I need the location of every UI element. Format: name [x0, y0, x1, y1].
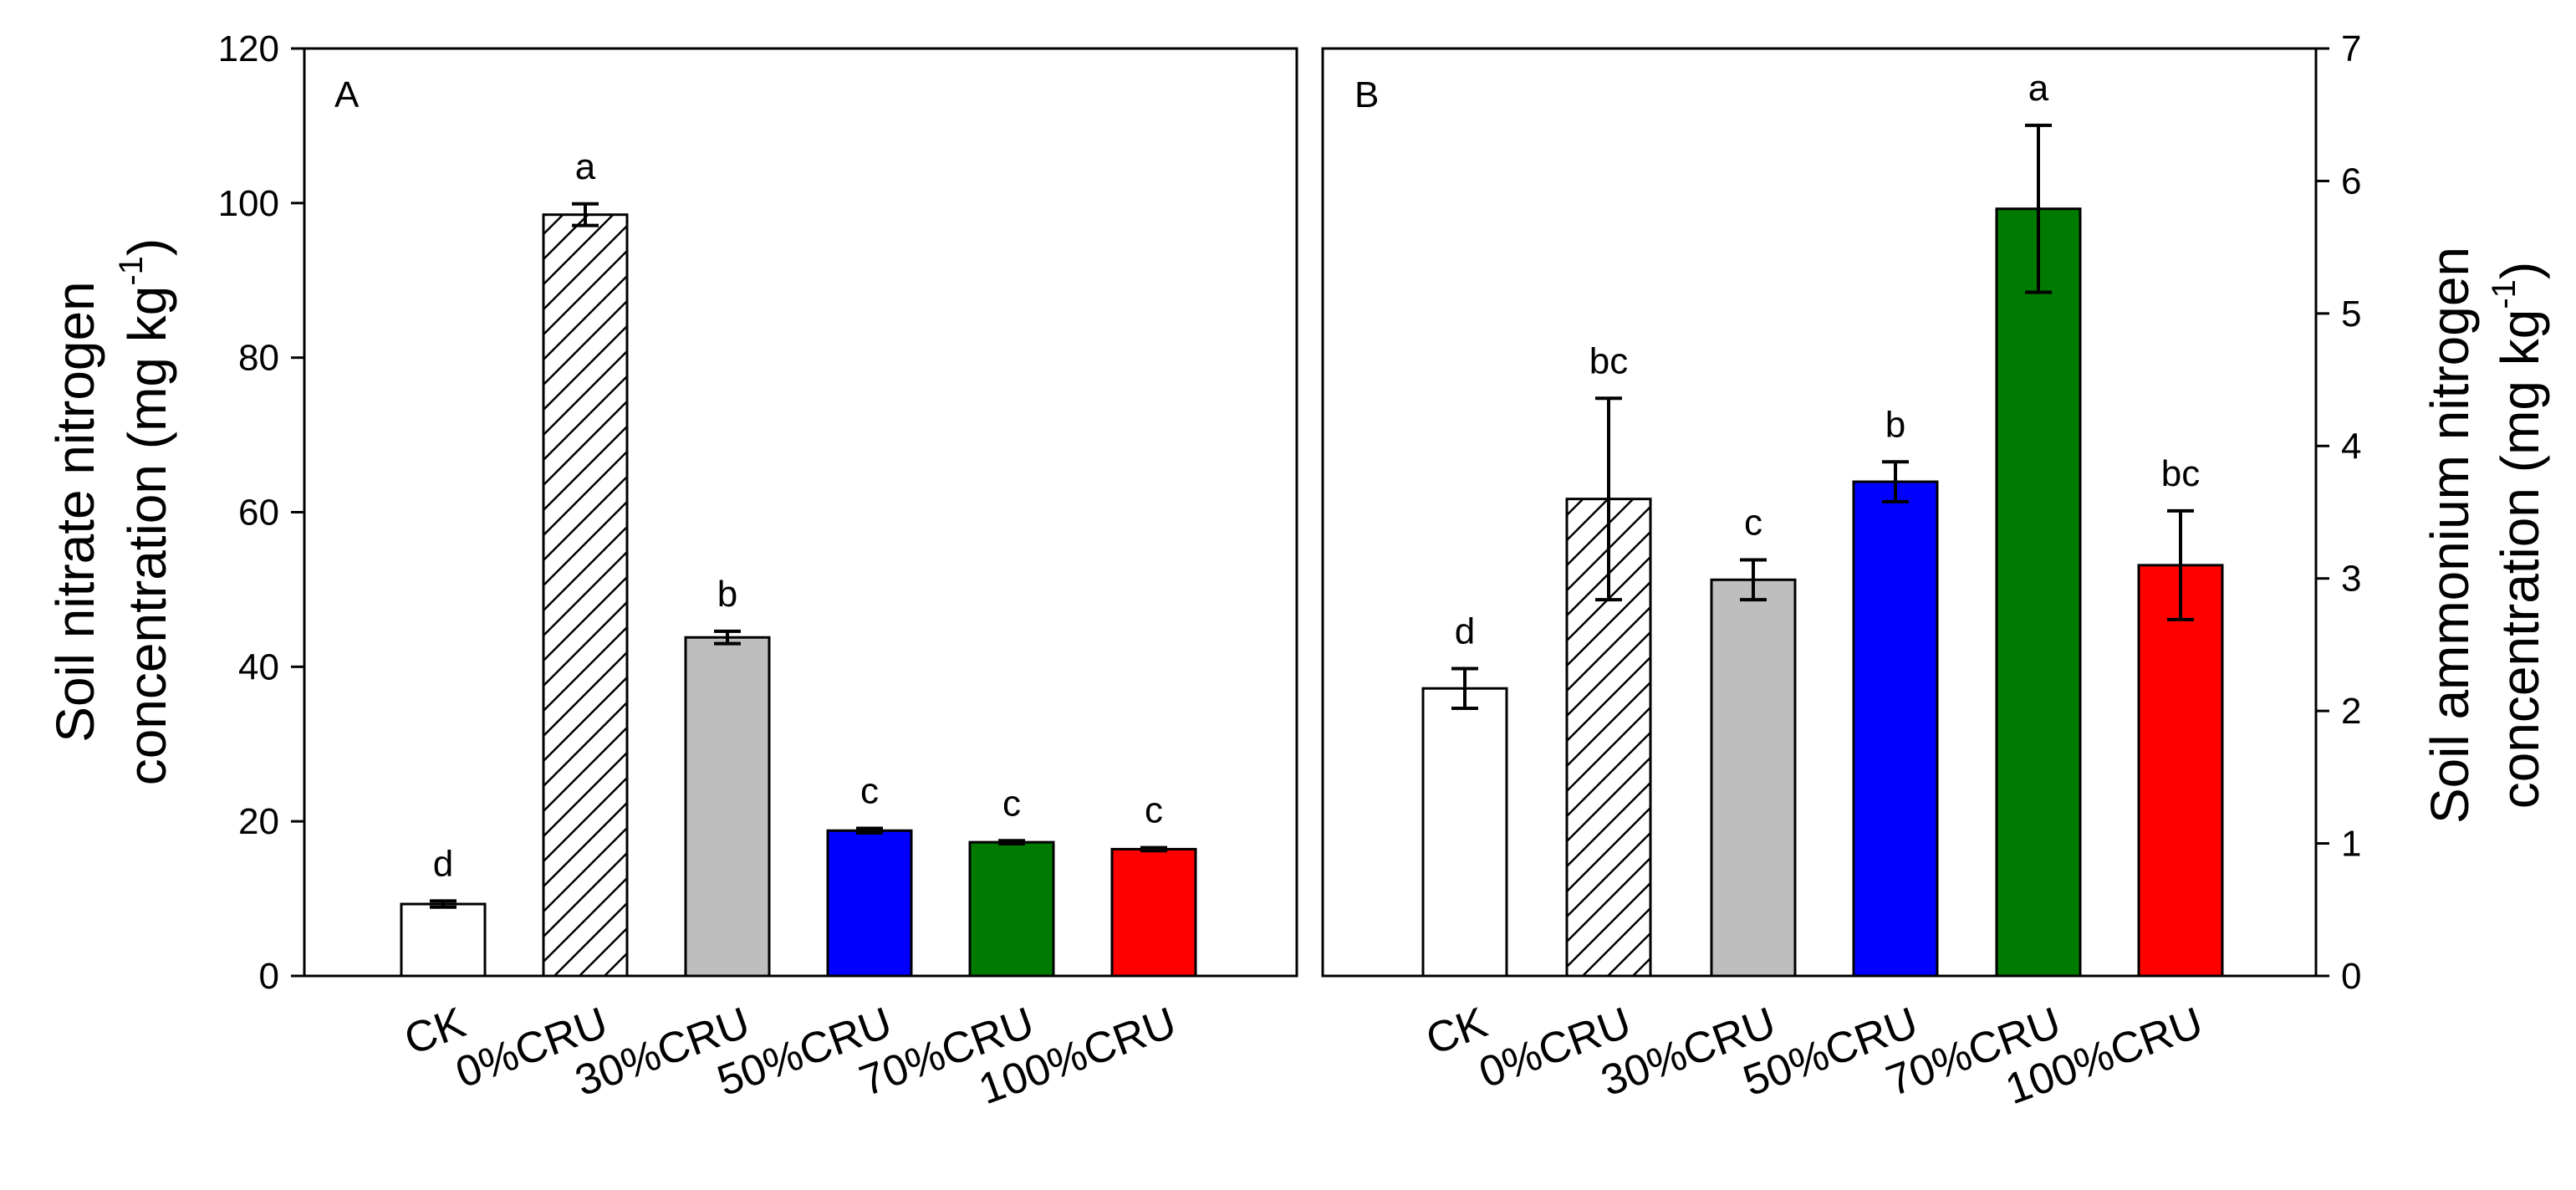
ytick-label-a-5: 100 — [218, 183, 279, 224]
panel-b-label: B — [1354, 74, 1379, 115]
errbar-b-3 — [1882, 460, 1909, 503]
panel-a-ylabel-line2: concentration (mg kg-1) — [113, 238, 177, 786]
ytick-label-b-7: 7 — [2341, 28, 2361, 69]
ytick-label-b-1: 1 — [2341, 824, 2361, 865]
ytick-label-a-2: 40 — [238, 646, 279, 687]
ytick-label-b-2: 2 — [2341, 691, 2361, 732]
panel-b-frame — [1321, 47, 2318, 978]
sig-letter-b-4: a — [2028, 68, 2049, 109]
errbar-b-5 — [2167, 508, 2194, 621]
panel-a-frame — [303, 47, 1298, 978]
bar-a-70pct-cru — [968, 840, 1055, 978]
sig-letter-a-2: b — [717, 574, 737, 615]
ytick-label-b-0: 0 — [2341, 956, 2361, 997]
bar-b-30pct-cru — [1710, 578, 1797, 978]
bar-a-0pct-cru — [542, 213, 629, 978]
bar-b-100pct-cru — [2137, 564, 2224, 978]
ytick-label-a-1: 20 — [238, 801, 279, 842]
bar-b-70pct-cru — [1995, 207, 2082, 978]
ytick-label-b-4: 4 — [2341, 426, 2361, 467]
ytick-label-a-4: 80 — [238, 338, 279, 379]
panel-a-ylabel-line1: Soil nitrate nitrogen — [45, 281, 105, 742]
errbar-b-0 — [1451, 667, 1478, 710]
errbar-a-0 — [430, 899, 457, 909]
ytick-label-a-3: 60 — [238, 493, 279, 534]
sig-letter-a-4: c — [1002, 783, 1021, 824]
panel-b-yaxis-ticks: 0 1 2 3 4 5 6 7 — [2316, 28, 2361, 997]
sig-letter-b-1: bc — [1589, 340, 1628, 381]
bar-a-100pct-cru — [1110, 847, 1197, 978]
sig-letter-b-0: d — [1455, 610, 1475, 651]
panel-a-label: A — [334, 74, 360, 115]
sig-letter-a-0: d — [433, 843, 453, 884]
sig-letter-b-2: c — [1744, 503, 1762, 544]
errbar-a-5 — [1140, 845, 1167, 853]
bar-a-50pct-cru — [826, 829, 913, 978]
sig-letter-b-5: bc — [2161, 453, 2200, 494]
bar-b-50pct-cru — [1852, 480, 1939, 978]
errbar-a-1 — [572, 202, 599, 227]
sig-letter-a-5: c — [1145, 790, 1163, 831]
ytick-label-b-6: 6 — [2341, 161, 2361, 202]
sig-letter-a-3: c — [860, 770, 879, 811]
errbar-b-4 — [2025, 123, 2052, 294]
sig-letter-a-1: a — [575, 146, 596, 187]
panel-b-ylabel-line2: concentration (mg kg-1) — [2486, 262, 2550, 810]
panel-a: A 0 20 40 60 80 100 120 d a b c c c CK0%CRU30%CRU50… — [45, 28, 1298, 1115]
errbar-b-2 — [1740, 558, 1767, 602]
panel-b-ylabel-line1: Soil ammonium nitrogen — [2420, 247, 2480, 824]
panel-a-yaxis-ticks: 0 20 40 60 80 100 120 — [218, 28, 304, 997]
bar-a-ck — [400, 902, 487, 978]
panel-b-bars: d bc c b a bc — [1421, 68, 2224, 978]
errbar-a-2 — [714, 629, 741, 646]
panel-b: B 0 1 2 3 4 5 6 7 d bc c b a bc CK0%CRU30%CRU50%CRU7… — [1321, 28, 2550, 1115]
bar-a-30pct-cru — [684, 636, 771, 978]
ytick-label-a-0: 0 — [259, 956, 279, 997]
ytick-label-b-5: 5 — [2341, 294, 2361, 335]
errbar-a-3 — [856, 826, 883, 835]
sig-letter-b-3: b — [1885, 404, 1905, 445]
ytick-label-a-6: 120 — [218, 28, 279, 69]
ytick-label-b-3: 3 — [2341, 559, 2361, 600]
errbar-a-4 — [998, 839, 1025, 845]
errbar-b-1 — [1595, 396, 1622, 602]
panel-a-bars: d a b c c c — [400, 146, 1197, 978]
bar-b-ck — [1421, 687, 1508, 978]
